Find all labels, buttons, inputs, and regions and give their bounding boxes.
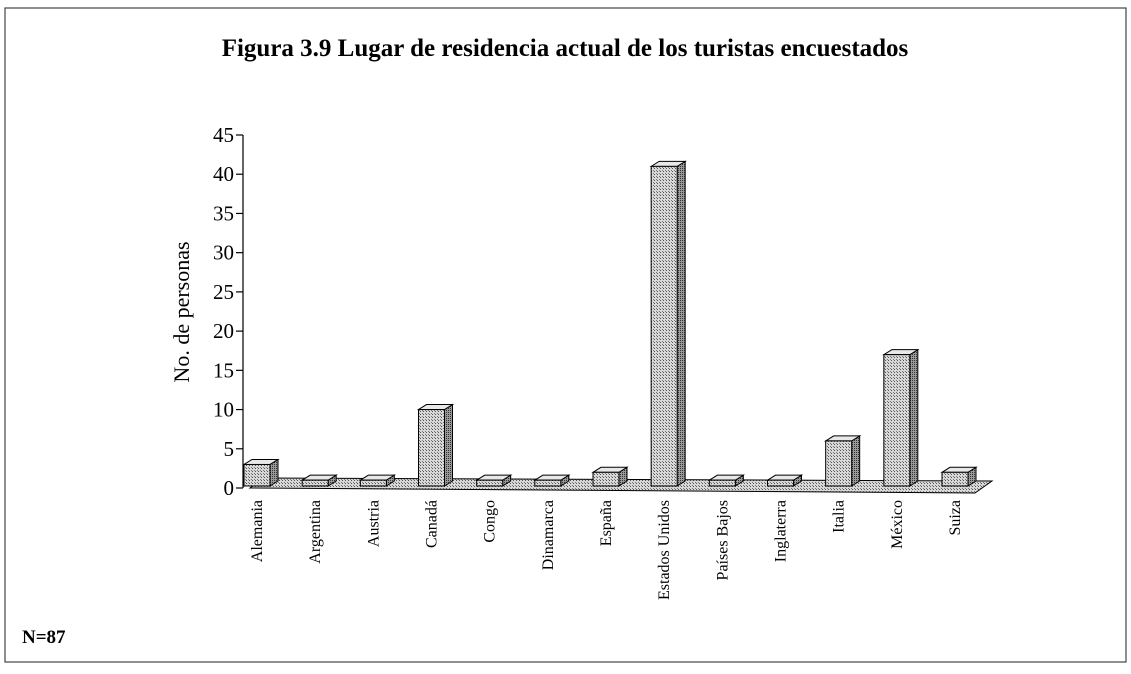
x-tick-label: Dinamarca (540, 500, 557, 570)
x-tick-label: Alemania (249, 500, 266, 562)
x-tick-label: Congo (482, 500, 499, 543)
bar (883, 354, 911, 487)
x-tick-label: Países Bajos (714, 500, 731, 580)
x-tick-label: México (889, 500, 906, 549)
bar-side (444, 403, 453, 487)
bar (476, 479, 504, 487)
bar (359, 479, 387, 487)
y-tick-label: 20 (213, 319, 234, 343)
y-tick-label: 0 (224, 476, 235, 500)
x-tick-label: Inglaterra (773, 500, 790, 562)
y-tick-label: 45 (213, 123, 234, 147)
bar-side (851, 435, 861, 487)
y-tick-label: 5 (224, 437, 235, 461)
x-tick-label: Canadá (424, 500, 441, 548)
x-tick-label: Argentina (307, 500, 324, 564)
frame (4, 7, 1127, 663)
bar (243, 463, 271, 487)
bar-side (909, 348, 919, 487)
x-tick-label: Italia (831, 500, 848, 533)
bar (941, 471, 969, 487)
bar-side (676, 160, 686, 487)
x-tick-label: Austria (365, 500, 382, 547)
bar (301, 479, 329, 487)
bar (592, 471, 620, 487)
y-tick-label: 35 (213, 201, 234, 225)
y-tick-label: 25 (213, 280, 234, 304)
x-tick-label: España (598, 500, 615, 546)
x-tick-label: Estados Unidos (656, 500, 673, 600)
y-tick-label: 40 (213, 162, 234, 186)
x-tick-label: Suiza (947, 500, 964, 536)
bar (825, 440, 853, 487)
y-axis-label: No. de personas (169, 241, 194, 382)
bar (708, 479, 736, 487)
y-tick-label: 10 (213, 398, 234, 422)
y-tick-label: 15 (213, 358, 234, 382)
y-tick-label: 30 (213, 241, 234, 265)
bar (418, 409, 445, 487)
annotation: N=87 (22, 627, 66, 648)
bar (650, 165, 678, 487)
bar (767, 479, 794, 487)
chart-title: Figura 3.9 Lugar de residencia actual de… (222, 35, 909, 62)
bar (534, 479, 562, 487)
